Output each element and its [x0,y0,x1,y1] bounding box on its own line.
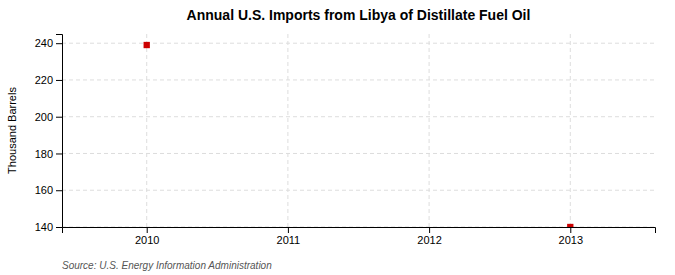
tick-mark [56,190,62,191]
tick-label: 2010 [135,234,159,246]
grid-line [570,34,571,227]
grid-line [62,116,655,117]
axis-line [63,228,656,234]
tick: 220 [35,74,62,86]
tick: 2013 [559,227,583,246]
chart: 2010 2011 2012 2013 140 160 180 200 220 240 Annual… [0,0,675,275]
tick-label: 220 [35,74,53,86]
grid-line [62,79,655,80]
tick-mark [56,153,62,154]
grid-line [62,153,655,154]
tick-label: 2012 [417,234,441,246]
tick-label: 160 [35,184,53,196]
tick-label: 2011 [277,234,301,246]
tick: 2011 [277,227,301,246]
grid-line [62,190,655,191]
tick: 240 [35,37,62,49]
tick: 160 [35,184,62,196]
axis-line [56,35,63,228]
tick-label: 2013 [559,234,583,246]
tick-mark [570,227,571,233]
tick: 2012 [417,227,441,246]
tick-mark [288,227,289,233]
tick-mark [147,227,148,233]
grid-line [146,34,147,227]
plot: 2010 2011 2012 2013 140 160 180 200 220 240 [35,34,656,246]
title: Annual U.S. Imports from Libya of Distil… [187,7,531,23]
tick-mark [56,227,62,228]
tick: 200 [35,111,62,123]
tick-label: 140 [35,221,53,233]
point [567,224,573,227]
grid [62,34,655,227]
tick-mark [56,117,62,118]
x-axis: 2010 2011 2012 2013 [63,227,656,246]
tick-mark [56,43,62,44]
points [144,42,574,227]
tick-label: 180 [35,147,53,159]
grid-line [429,34,430,227]
source: Source: U.S. Energy Information Administ… [62,260,272,271]
tick-mark [56,80,62,81]
grid-line [287,34,288,227]
y-axis: 140 160 180 200 220 240 [35,35,63,234]
point [144,42,150,48]
tick-mark [429,227,430,233]
grid-line [62,43,655,44]
tick: 180 [35,147,62,159]
tick: 2010 [135,227,159,246]
tick-label: 240 [35,37,53,49]
tick: 140 [35,221,62,233]
y-axis-label: Thousand Barrels [6,87,18,174]
tick-label: 200 [35,111,53,123]
